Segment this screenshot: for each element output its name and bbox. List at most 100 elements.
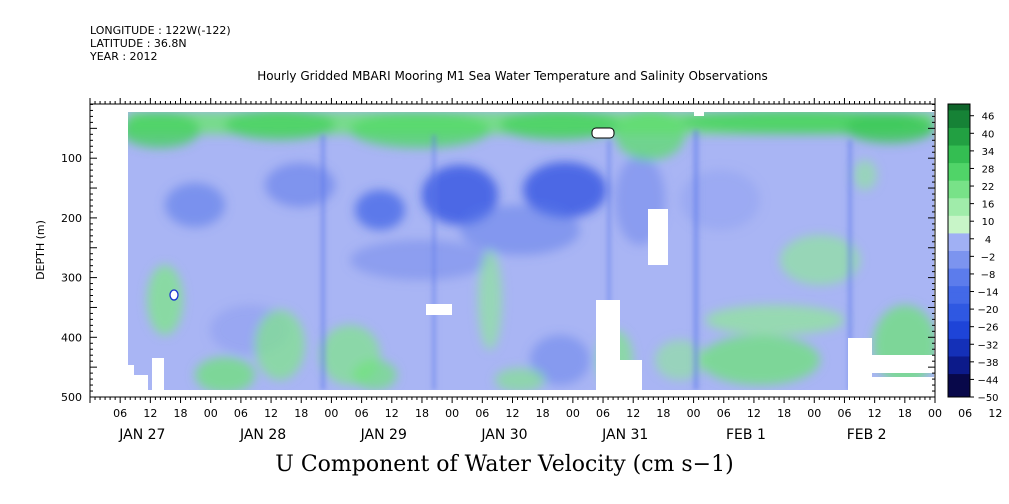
x-tick-label: 00 [807,407,821,420]
colorbar-cell [948,250,970,257]
heatmap-field [128,112,934,390]
colorbar-tick-label: 34 [982,147,995,158]
colorbar-tick-label: 16 [982,200,995,211]
x-tick-label: 12 [626,407,640,420]
x-tick-label: 12 [868,407,882,420]
colorbar-cell [948,385,970,392]
colorbar-tick-label: 28 [982,164,995,175]
x-tick-label: 06 [958,407,972,420]
colorbar-cell [948,139,970,146]
colorbar-cell [948,133,970,140]
x-tick-label: 18 [174,407,188,420]
colorbar-labels: 46 40 34 28 22 16 10 4 −2 −8 −14 −20 −26 −32 −38 −44 −50 [970,112,999,404]
colorbar-cell [948,367,970,375]
colorbar-cell [948,344,970,351]
x-tick-label: 18 [415,407,429,420]
colorbar-cell [948,326,970,334]
colorbar-cell [948,303,970,310]
colorbar-cell [948,168,970,175]
colorbar-cell [948,115,970,123]
x-tick-label: 00 [928,407,942,420]
colorbar-cell [948,156,970,164]
colorbar-cell [948,285,970,293]
colorbar-cell [948,109,970,117]
x-day-label: JAN 30 [480,427,527,443]
colorbar-tick-label: 10 [982,217,995,228]
colorbar-tick-label: −44 [977,375,998,386]
x-tick-label: 18 [777,407,791,420]
x-tick-label: 12 [506,407,520,420]
colorbar-tick-label: −38 [977,358,998,369]
colorbar-cell [948,279,970,287]
colorbar-cell [948,379,970,386]
colorbar-cell [948,297,970,304]
colorbar-cell [948,314,970,322]
variable-title: U Component of Water Velocity (cm s−1) [275,452,734,477]
y-tick-label: 200 [61,212,82,225]
x-tick-labels: 06 12 18 00 06 12 18 00 06 12 18 00 06 12 18 00 06 12 18 00… [113,407,1002,420]
colorbar-cell [948,150,970,158]
x-tick-label: 06 [475,407,489,420]
colorbar-cell [948,209,970,216]
colorbar-cell [948,203,970,210]
colorbar-cell [948,186,970,193]
colorbar-frame [947,103,971,398]
colorbar-tick-label: −2 [981,252,996,263]
colorbar-tick-label: 46 [982,112,995,123]
colorbar-tick-label: 22 [982,182,995,193]
colorbar-cell [948,373,970,380]
longitude-label: LONGITUDE : 122W(-122) [90,24,231,37]
colorbar-cell [948,191,970,199]
colorbar-cell [948,391,970,398]
x-tick-label: 18 [294,407,308,420]
y-axis-label: DEPTH (m) [34,220,47,280]
colorbar-tick-label: −8 [981,270,996,281]
x-tick-label: 00 [204,407,218,420]
y-axis: 100 200 300 400 500 [61,103,935,404]
colorbar-cell [948,291,970,298]
colorbar-cell [948,180,970,187]
x-tick-label: 06 [717,407,731,420]
colorbar-tick-label: 40 [982,129,995,140]
x-tick-label: 00 [445,407,459,420]
x-day-label: JAN 28 [239,427,286,443]
x-tick-label: 00 [324,407,338,420]
colorbar-cell [948,227,970,234]
x-tick-label: 18 [656,407,670,420]
colorbar-cell [948,332,970,339]
colorbar-cell [948,145,970,152]
x-day-label: FEB 2 [847,427,887,443]
latitude-label: LATITUDE : 36.8N [90,37,187,50]
x-tick-label: 06 [113,407,127,420]
colorbar-cell [948,221,970,228]
colorbar-cell [948,127,970,134]
colorbar-cell [948,174,970,181]
x-day-label: FEB 1 [726,427,766,443]
x-tick-label: 12 [385,407,399,420]
year-label: YEAR : 2012 [90,50,158,63]
x-day-label: JAN 29 [360,427,407,443]
colorbar-tick-label: −20 [977,305,998,316]
colorbar-cell [948,121,970,128]
colorbar-cell [948,355,970,363]
colorbar-cell [948,309,970,316]
colorbar-tick-label: 4 [985,235,991,246]
colorbar-cell [948,244,970,251]
colorbar-cell [948,273,970,281]
x-day-label: JAN 31 [601,427,648,443]
colorbar-cell [948,320,970,328]
x-tick-label: 18 [898,407,912,420]
missing-data [128,112,934,390]
x-tick-label: 06 [596,407,610,420]
colorbar-cell [948,256,970,263]
heatmap-streaks [318,130,855,390]
colorbar-cell [948,197,970,205]
colorbar-cell [948,215,970,222]
x-tick-label: 06 [355,407,369,420]
y-tick-label: 300 [61,272,82,285]
x-day-labels: JAN 27 JAN 28 JAN 29 JAN 30 JAN 31 FEB 1 FEB 2 [118,427,886,443]
colorbar-cell [948,361,970,369]
colorbar-tick-label: −50 [977,393,998,404]
x-tick-label: 12 [264,407,278,420]
